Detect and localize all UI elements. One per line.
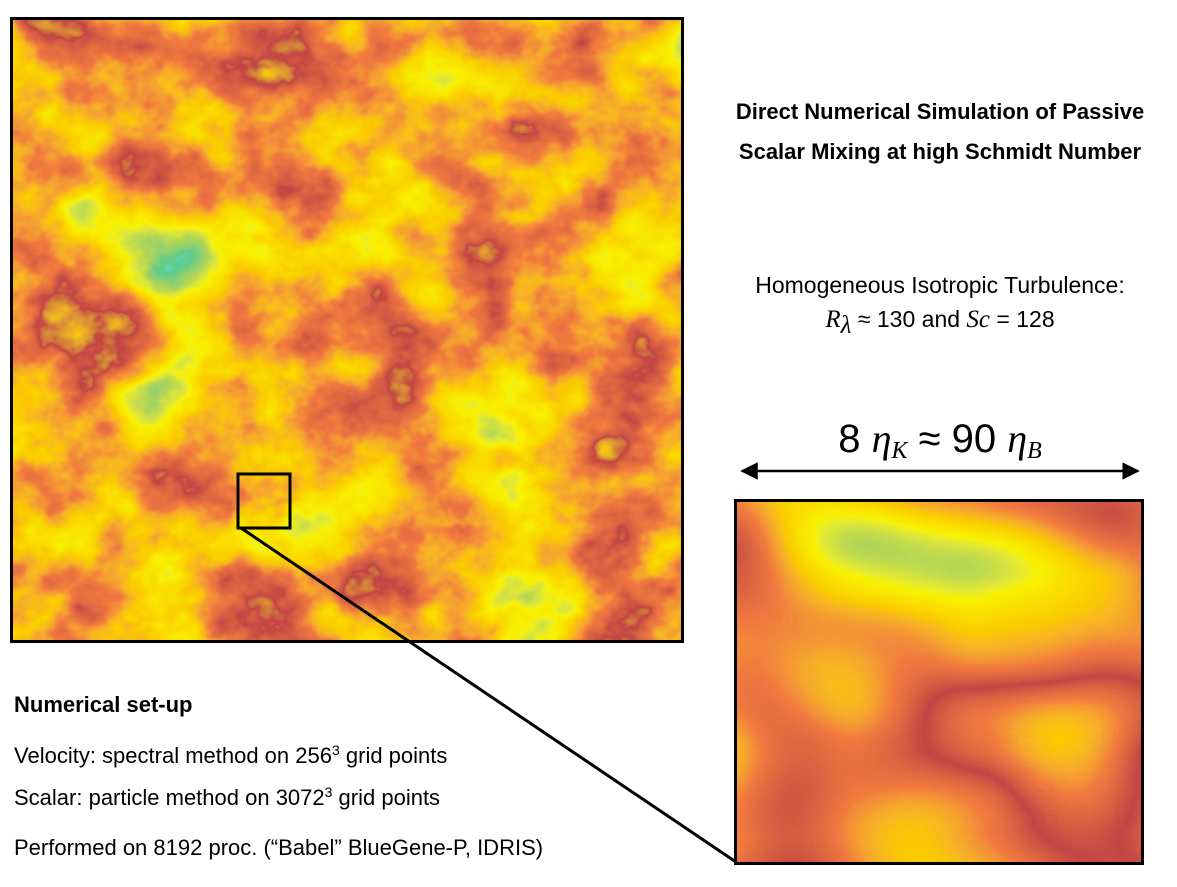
schmidt-symbol: Sc [966,306,991,333]
velocity-exponent: 3 [331,742,340,758]
turbulence-parameters: Homogeneous Isotropic Turbulence: Rλ ≈ 1… [700,268,1177,345]
reynolds-subscript: λ [840,311,852,339]
batchelor-subscript: B [1027,438,1042,464]
setup-heading: Numerical set-up [14,692,193,717]
kolmogorov-subscript: K [891,438,908,464]
scalar-field-image [10,17,684,643]
schmidt-value: = 128 [996,306,1055,332]
velocity-line: Velocity: spectral method on 2563 grid p… [14,732,714,774]
turbulence-heading: Homogeneous Isotropic Turbulence: [755,272,1125,298]
page-title: Direct Numerical Simulation of Passive S… [735,99,1145,164]
turbulence-values: Rλ ≈ 130 and Sc = 128 [700,302,1177,345]
scale-approx: ≈ 90 [918,417,997,461]
performed-line: Performed on 8192 proc. (“Babel” BlueGen… [14,835,544,860]
scalar-prefix: Scalar: particle method on 3072 [14,785,325,810]
scalar-exponent: 3 [324,784,333,800]
scale-label: 8 ηK ≈ 90 ηB [740,415,1140,465]
scalar-line: Scalar: particle method on 30723 grid po… [14,774,714,816]
velocity-prefix: Velocity: spectral method on 256 [14,743,332,768]
numerical-setup: Numerical set-up Velocity: spectral meth… [14,692,714,866]
reynolds-value: ≈ 130 and [857,306,961,332]
reynolds-symbol: R [825,306,841,333]
zoom-inset-image [734,499,1144,865]
scalar-suffix: grid points [332,785,441,810]
velocity-suffix: grid points [339,743,448,768]
eta-symbol-b: η [1007,416,1028,461]
eta-symbol-k: η [871,416,892,461]
scale-count: 8 [838,417,861,461]
